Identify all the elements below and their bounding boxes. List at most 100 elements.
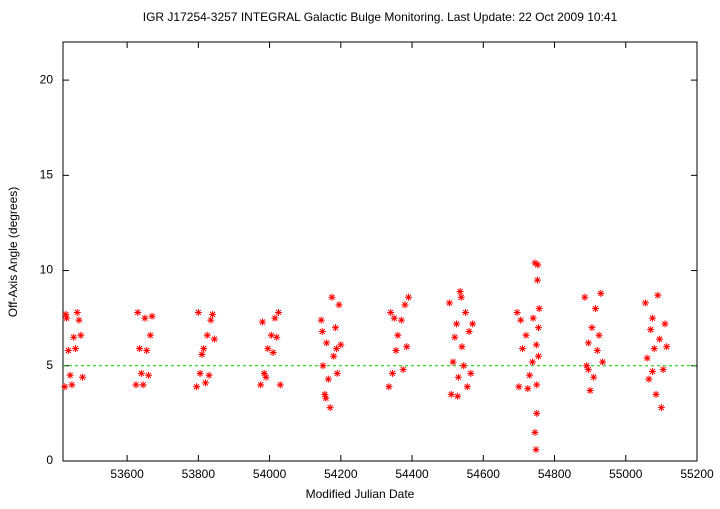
point (63, 314, 71, 322)
x-axis-label: Modified Julian Date (306, 487, 415, 501)
point (529, 314, 537, 322)
point (648, 314, 656, 322)
point (456, 287, 464, 295)
point (518, 345, 526, 353)
point (599, 358, 607, 366)
point (531, 259, 539, 267)
point (659, 366, 667, 374)
y-tick-label: 15 (40, 167, 54, 181)
point (445, 299, 453, 307)
point (593, 347, 601, 355)
point (595, 331, 603, 339)
point (136, 345, 144, 353)
point (318, 327, 326, 335)
point (68, 381, 76, 389)
point (661, 320, 669, 328)
point (463, 383, 471, 391)
point (141, 314, 149, 322)
point (388, 369, 396, 377)
x-tick-label: 53800 (182, 467, 216, 481)
point (458, 343, 466, 351)
point (454, 373, 462, 381)
point (531, 428, 539, 436)
point (205, 371, 213, 379)
point (257, 381, 265, 389)
point (460, 362, 468, 370)
point (71, 345, 79, 353)
point (200, 345, 208, 353)
point (79, 373, 87, 381)
point (588, 324, 596, 332)
point (643, 354, 651, 362)
point (337, 341, 345, 349)
point (323, 339, 331, 347)
point (591, 305, 599, 313)
point (645, 375, 653, 383)
point (663, 343, 671, 351)
point (648, 367, 656, 375)
point (194, 308, 202, 316)
plot-frame (62, 41, 698, 462)
point (657, 404, 665, 412)
point (403, 343, 411, 351)
point (333, 369, 341, 377)
point (522, 331, 530, 339)
point (652, 390, 660, 398)
point (61, 383, 69, 391)
y-tick-label: 10 (40, 263, 54, 277)
point (584, 366, 592, 374)
point (517, 316, 525, 324)
point (210, 335, 218, 343)
point (201, 379, 209, 387)
point (532, 341, 540, 349)
point (586, 387, 594, 395)
point (451, 333, 459, 341)
point (447, 390, 455, 398)
y-tick-label: 20 (40, 72, 54, 86)
point (193, 383, 201, 391)
point (209, 310, 217, 318)
point (143, 347, 151, 355)
point (77, 331, 85, 339)
point (319, 362, 327, 370)
point (654, 291, 662, 299)
point (590, 373, 598, 381)
x-tick-label: 53600 (110, 467, 144, 481)
point (399, 366, 407, 374)
point (453, 320, 461, 328)
point (321, 390, 329, 398)
point (534, 261, 542, 269)
point (533, 276, 541, 284)
point (137, 369, 145, 377)
point (387, 308, 395, 316)
y-axis-label: Off-Axis Angle (degrees) (6, 187, 20, 318)
point (581, 293, 589, 301)
point (328, 293, 336, 301)
point (66, 371, 74, 379)
x-tick-label: 55200 (680, 467, 714, 481)
x-tick-label: 54400 (395, 467, 429, 481)
point (465, 327, 473, 335)
point (597, 289, 605, 297)
point (267, 331, 275, 339)
point (401, 301, 409, 309)
point (535, 305, 543, 313)
point (469, 320, 477, 328)
point (457, 293, 465, 301)
point (203, 331, 211, 339)
point (394, 331, 402, 339)
point (467, 369, 475, 377)
point (583, 362, 591, 370)
point (260, 369, 268, 377)
point (526, 371, 534, 379)
point (198, 350, 206, 358)
point (392, 347, 400, 355)
point (326, 404, 334, 412)
point (641, 299, 649, 307)
point (330, 352, 338, 360)
point (454, 392, 462, 400)
point (258, 318, 266, 326)
point (335, 301, 343, 309)
